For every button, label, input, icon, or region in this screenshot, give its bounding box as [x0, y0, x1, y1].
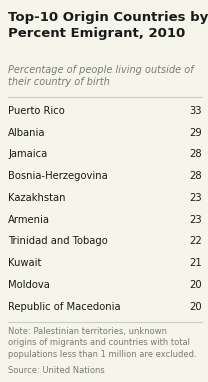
Text: Source: United Nations: Source: United Nations — [8, 366, 105, 375]
Text: 20: 20 — [189, 280, 202, 290]
Text: Puerto Rico: Puerto Rico — [8, 106, 65, 116]
Text: 21: 21 — [189, 258, 202, 268]
Text: Top-10 Origin Countries by
Percent Emigrant, 2010: Top-10 Origin Countries by Percent Emigr… — [8, 11, 208, 40]
Text: Kuwait: Kuwait — [8, 258, 42, 268]
Text: Albania: Albania — [8, 128, 46, 138]
Text: 20: 20 — [189, 302, 202, 312]
Text: 23: 23 — [189, 193, 202, 203]
Text: Kazakhstan: Kazakhstan — [8, 193, 66, 203]
Text: Percentage of people living outside of
their country of birth: Percentage of people living outside of t… — [8, 65, 194, 87]
Text: 29: 29 — [189, 128, 202, 138]
Text: 23: 23 — [189, 215, 202, 225]
Text: 28: 28 — [189, 171, 202, 181]
Text: Armenia: Armenia — [8, 215, 50, 225]
Text: Moldova: Moldova — [8, 280, 50, 290]
Text: Bosnia-Herzegovina: Bosnia-Herzegovina — [8, 171, 108, 181]
Text: 22: 22 — [189, 236, 202, 246]
Text: Trinidad and Tobago: Trinidad and Tobago — [8, 236, 108, 246]
Text: Note: Palestinian territories, unknown
origins of migrants and countries with to: Note: Palestinian territories, unknown o… — [8, 327, 197, 359]
Text: 33: 33 — [189, 106, 202, 116]
Text: Republic of Macedonia: Republic of Macedonia — [8, 302, 121, 312]
Text: 28: 28 — [189, 149, 202, 159]
Text: Jamaica: Jamaica — [8, 149, 48, 159]
